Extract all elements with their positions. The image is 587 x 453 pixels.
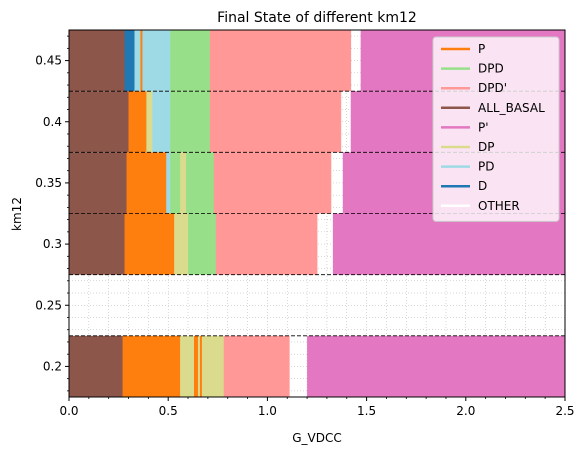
- y-tick-label: 0.4: [43, 115, 62, 129]
- legend-label-d: D: [478, 179, 487, 193]
- bar-segment-pd: [134, 30, 141, 92]
- legend-label-other: OTHER: [478, 199, 520, 213]
- chart-title: Final State of different km12: [217, 10, 417, 26]
- plot-frame: [68, 29, 566, 398]
- bar-segment-dpd-prime: [223, 335, 290, 397]
- bar-segment-all-basal: [69, 91, 129, 153]
- bar-segment-p-prime: [307, 335, 565, 397]
- bar-segment-dpd-prime: [209, 30, 352, 92]
- bar-segment-dpd: [170, 91, 211, 153]
- legend-label-p-prime: P': [478, 120, 489, 134]
- bar-segment-dpd: [170, 152, 181, 214]
- legend-label-dpd-prime: DPD': [478, 81, 507, 95]
- bar-segment-p: [140, 30, 143, 92]
- band-separators: [69, 90, 565, 337]
- bar-segment-other: [351, 30, 361, 91]
- bar-segment-dpd: [170, 30, 211, 92]
- x-tick-label: 0.0: [59, 404, 78, 418]
- axis-ticks: 0.0 0.5 1.0 1.5 2.0 2.5 0.2 0.25 0.3 0.35 0.4 0.45: [35, 35, 575, 418]
- legend-label-pd: PD: [478, 160, 494, 174]
- bar-segment-p-prime: [332, 213, 565, 275]
- bar-segment-pd: [152, 91, 171, 153]
- bar-segment-dp: [201, 335, 225, 397]
- bar-segment-dp: [174, 213, 189, 275]
- legend-label-all-basal: ALL_BASAL: [478, 101, 545, 115]
- bar-segment-d: [124, 30, 135, 92]
- y-tick-label: 0.45: [35, 54, 62, 68]
- bar-segment-dpd: [188, 213, 217, 275]
- bar-segment-dpd-prime: [209, 91, 342, 153]
- legend-label-dp: DP: [478, 140, 494, 154]
- y-axis-label: km12: [10, 197, 24, 231]
- legend: P DPD DPD' ALL_BASAL P' DP PD D OTHER: [432, 36, 560, 222]
- bar-segment-dpd: [186, 152, 215, 214]
- bar-segment-p: [122, 335, 181, 397]
- x-tick-label: 2.0: [456, 404, 475, 418]
- bar-segment-p: [128, 91, 147, 153]
- bar-segment-pd: [166, 152, 171, 214]
- y-tick-label: 0.35: [35, 176, 62, 190]
- bar-segment-dpd-prime: [213, 152, 332, 214]
- bar-segment-dpd-prime: [215, 213, 318, 275]
- bar-segment-dp: [197, 335, 201, 397]
- legend-label-p: P: [478, 42, 485, 56]
- bar-segment-all-basal: [69, 30, 125, 92]
- bar-segment-p: [124, 213, 175, 275]
- x-tick-label: 1.0: [258, 404, 277, 418]
- bar-segment-dp: [146, 91, 153, 153]
- bar-segment-all-basal: [69, 213, 125, 275]
- legend-label-dpd: DPD: [478, 62, 504, 76]
- bar-segment-all-basal: [69, 335, 123, 397]
- x-tick-label: 1.5: [357, 404, 376, 418]
- bar-segment-p: [199, 335, 203, 397]
- bar-segment-pd: [142, 30, 171, 92]
- bar-segment-p: [193, 335, 199, 397]
- legend-box: [432, 36, 560, 222]
- y-tick-label: 0.25: [35, 298, 62, 312]
- x-axis-label: G_VDCC: [292, 431, 342, 445]
- y-tick-label: 0.3: [43, 237, 62, 251]
- y-tick-label: 0.2: [43, 359, 62, 373]
- bar-segment-all-basal: [69, 152, 127, 214]
- bar-segment-dp: [180, 335, 195, 397]
- bar-segment-p: [126, 152, 167, 214]
- x-tick-label: 2.5: [555, 404, 574, 418]
- x-tick-label: 0.5: [159, 404, 178, 418]
- bar-segment-dp: [180, 152, 187, 214]
